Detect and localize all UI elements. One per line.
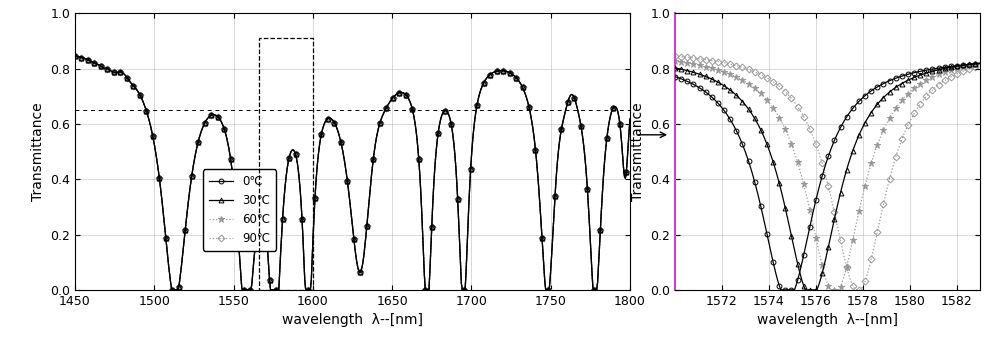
Bar: [259, 38, 313, 290]
X-axis label: wavelength  λ--[nm]: wavelength λ--[nm]: [757, 313, 898, 327]
Y-axis label: Transmittance: Transmittance: [31, 102, 45, 201]
Legend: 0℃, 30℃, 60℃, 90℃: 0℃, 30℃, 60℃, 90℃: [203, 169, 276, 251]
Y-axis label: Transmittance: Transmittance: [631, 102, 645, 201]
X-axis label: wavelength  λ--[nm]: wavelength λ--[nm]: [282, 313, 423, 327]
